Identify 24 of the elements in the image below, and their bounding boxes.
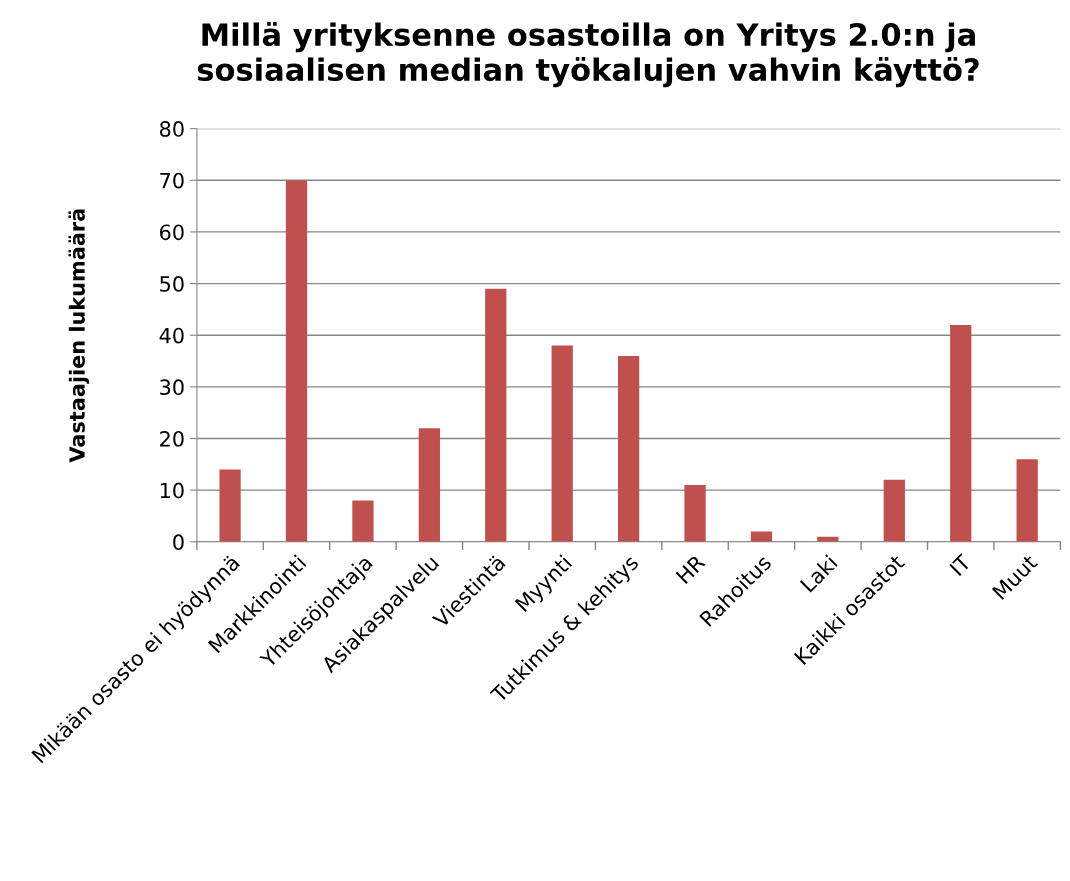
bar [551, 345, 573, 542]
bar [684, 485, 706, 542]
bar [285, 180, 308, 542]
bar [219, 469, 241, 542]
bar [352, 500, 374, 542]
y-tick-label: 30 [160, 379, 184, 396]
y-tick-label: 20 [160, 430, 184, 447]
bar [1016, 459, 1038, 542]
y-tick-label: 80 [159, 121, 184, 137]
y-axis-title: Vastaajien lukumäärä [68, 209, 90, 463]
y-tick-label: 70 [160, 172, 184, 189]
y-tick-label: 10 [160, 482, 184, 499]
y-tick-label: 0 [173, 534, 184, 551]
bar [750, 531, 773, 542]
y-tick-label: 60 [160, 224, 184, 241]
chart-title: Millä yrityksenne osastoilla on Yritys 2.0:n ja sosiaalisen median työkalujen vahvin käyttö? [197, 22, 979, 88]
bar [618, 355, 640, 542]
y-tick-label: 40 [159, 327, 184, 344]
bar [418, 428, 440, 542]
bar [883, 479, 905, 542]
x-tick-label: IT [949, 553, 972, 577]
bar [485, 288, 507, 542]
bar [950, 324, 972, 542]
y-tick-label: 50 [160, 276, 184, 292]
